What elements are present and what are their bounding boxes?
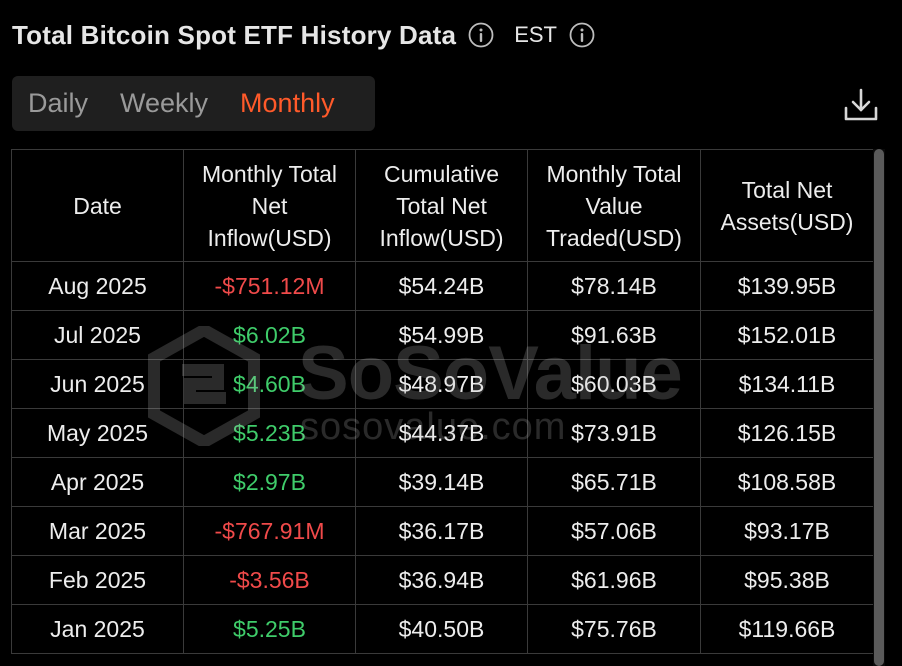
table-header-row: Date Monthly Total Net Inflow(USD) Cumul… [11,149,873,262]
cell-date: Jan 2025 [11,604,184,654]
history-table-container: Date Monthly Total Net Inflow(USD) Cumul… [11,149,873,666]
cell-assets: $152.01B [700,310,873,360]
cell-date: Jul 2025 [11,310,184,360]
cell-traded: $73.91B [527,408,701,458]
cell-traded: $65.71B [527,457,701,507]
cell-cumulative: $44.37B [355,408,528,458]
tab-monthly[interactable]: Monthly [240,88,335,118]
history-table: Date Monthly Total Net Inflow(USD) Cumul… [11,149,873,654]
scrollbar-thumb[interactable] [874,149,884,666]
cell-cumulative: $54.24B [355,261,528,311]
cell-net-inflow: -$767.91M [183,506,356,556]
column-header-net-assets[interactable]: Total Net Assets(USD) [700,149,873,262]
table-row: Aug 2025 -$751.12M $54.24B $78.14B $139.… [11,261,873,311]
table-row: Feb 2025 -$3.56B $36.94B $61.96B $95.38B [11,555,873,605]
cell-cumulative: $36.94B [355,555,528,605]
info-circle-icon[interactable] [468,22,494,48]
timezone-label: EST [514,22,557,47]
cell-date: May 2025 [11,408,184,458]
tab-daily[interactable]: Daily [28,88,89,118]
table-row: May 2025 $5.23B $44.37B $73.91B $126.15B [11,408,873,458]
cell-traded: $91.63B [527,310,701,360]
timezone-info-icon[interactable] [569,22,595,48]
cell-date: Aug 2025 [11,261,184,311]
page-title: Total Bitcoin Spot ETF History Data [12,19,457,50]
table-row: Apr 2025 $2.97B $39.14B $65.71B $108.58B [11,457,873,507]
cell-date: Jun 2025 [11,359,184,409]
tab-weekly[interactable]: Weekly [120,88,209,118]
cell-net-inflow: $5.25B [183,604,356,654]
cell-net-inflow: $2.97B [183,457,356,507]
cell-net-inflow: -$751.12M [183,261,356,311]
cell-cumulative: $39.14B [355,457,528,507]
cell-assets: $108.58B [700,457,873,507]
header: Total Bitcoin Spot ETF History Data EST [12,18,595,52]
table-row: Jan 2025 $5.25B $40.50B $75.76B $119.66B [11,604,873,654]
cell-assets: $95.38B [700,555,873,605]
cell-assets: $119.66B [700,604,873,654]
cell-cumulative: $40.50B [355,604,528,654]
cell-cumulative: $48.97B [355,359,528,409]
table-row: Jun 2025 $4.60B $48.97B $60.03B $134.11B [11,359,873,409]
cell-date: Mar 2025 [11,506,184,556]
cell-net-inflow: $6.02B [183,310,356,360]
cell-traded: $75.76B [527,604,701,654]
column-header-net-inflow[interactable]: Monthly Total Net Inflow(USD) [183,149,356,262]
cell-net-inflow: -$3.56B [183,555,356,605]
cell-traded: $57.06B [527,506,701,556]
cell-assets: $93.17B [700,506,873,556]
column-header-date[interactable]: Date [11,149,184,262]
download-icon[interactable] [842,86,880,124]
cell-net-inflow: $5.23B [183,408,356,458]
cell-date: Apr 2025 [11,457,184,507]
table-row: Mar 2025 -$767.91M $36.17B $57.06B $93.1… [11,506,873,556]
cell-assets: $134.11B [700,359,873,409]
cell-traded: $60.03B [527,359,701,409]
cell-traded: $61.96B [527,555,701,605]
column-header-value-traded[interactable]: Monthly Total Value Traded(USD) [527,149,701,262]
cell-cumulative: $36.17B [355,506,528,556]
cell-date: Feb 2025 [11,555,184,605]
cell-net-inflow: $4.60B [183,359,356,409]
cell-traded: $78.14B [527,261,701,311]
table-scrollbar[interactable] [873,149,885,666]
column-header-cumulative-inflow[interactable]: Cumulative Total Net Inflow(USD) [355,149,528,262]
cell-assets: $139.95B [700,261,873,311]
period-tabs: Daily Weekly Monthly [12,76,375,131]
cell-assets: $126.15B [700,408,873,458]
table-row: Jul 2025 $6.02B $54.99B $91.63B $152.01B [11,310,873,360]
cell-cumulative: $54.99B [355,310,528,360]
